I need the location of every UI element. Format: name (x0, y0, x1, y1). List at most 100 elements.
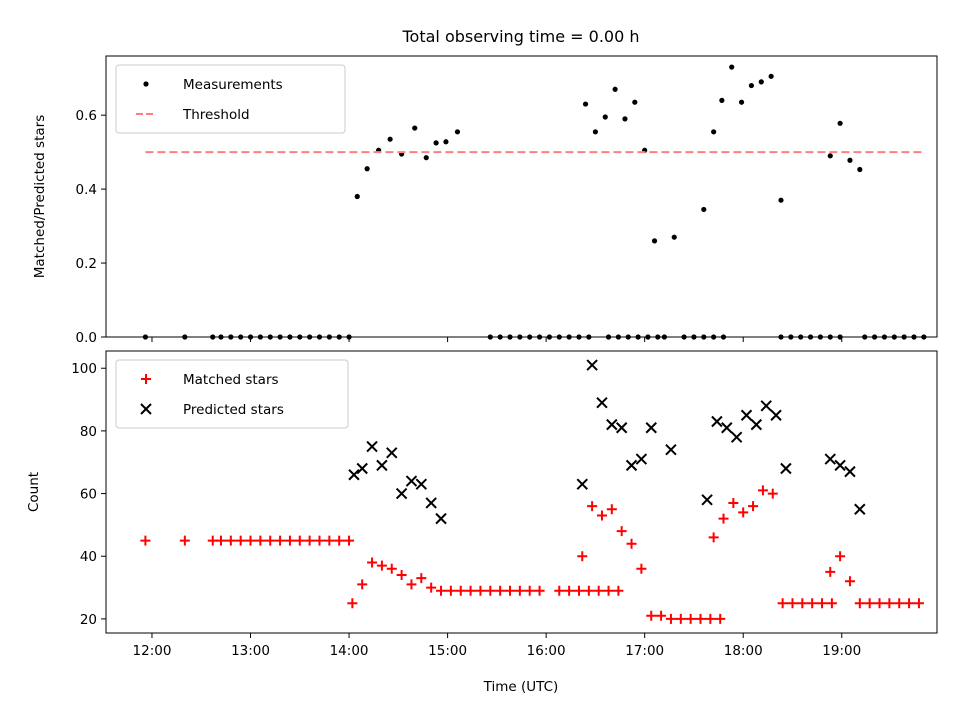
data-point (645, 334, 651, 340)
data-point (495, 585, 506, 596)
data-point (632, 99, 638, 105)
data-point (757, 485, 768, 496)
data-point (827, 334, 833, 340)
data-point (665, 443, 677, 456)
data-point (423, 155, 429, 161)
series-predicted-stars (348, 359, 866, 525)
data-point (871, 334, 878, 340)
data-point (645, 422, 657, 434)
data-point (797, 598, 808, 609)
legend-swatch (140, 403, 152, 415)
data-point (487, 334, 493, 340)
data-point (857, 166, 863, 173)
data-point (344, 535, 355, 546)
y-tick-label: 0.2 (76, 256, 97, 272)
data-point (307, 334, 313, 340)
data-point (587, 501, 598, 512)
data-point (415, 478, 428, 490)
data-point (507, 334, 513, 340)
y-axis-label: Matched/Predicted stars (32, 115, 48, 278)
data-point (661, 334, 667, 340)
data-point (681, 334, 687, 340)
x-axis-label: Time (UTC) (483, 679, 559, 695)
data-point (287, 334, 293, 340)
data-point (238, 334, 244, 340)
data-point (357, 579, 368, 590)
data-point (576, 334, 582, 340)
data-point (582, 101, 589, 107)
x-tick-label: 18:00 (724, 643, 763, 659)
data-point (210, 334, 216, 340)
data-point (913, 598, 924, 609)
data-point (386, 447, 398, 459)
data-point (455, 585, 466, 596)
data-point (921, 334, 927, 340)
data-point (284, 535, 295, 546)
data-point (245, 535, 256, 546)
data-point (445, 585, 456, 596)
data-point (366, 440, 378, 453)
data-point (817, 598, 828, 609)
data-point (874, 598, 885, 609)
data-point (901, 334, 907, 340)
data-point (748, 501, 759, 512)
data-point (685, 613, 696, 624)
data-point (884, 598, 895, 609)
data-point (602, 114, 608, 120)
data-point (527, 334, 533, 340)
data-point (740, 409, 753, 421)
legend-label: Predicted stars (183, 402, 284, 418)
data-point (347, 598, 358, 609)
data-point (576, 478, 588, 490)
data-point (825, 566, 836, 577)
data-point (720, 334, 727, 340)
data-point (847, 157, 853, 163)
data-point (824, 453, 836, 465)
data-point (586, 359, 598, 371)
data-point (396, 570, 407, 581)
data-point (475, 585, 486, 596)
data-point (715, 613, 726, 624)
ratio-panel: 0.0 0.2 0.4 0.6 Matched/Predicted stars Measu… (32, 55, 938, 346)
data-point (748, 82, 755, 89)
data-point (406, 579, 417, 590)
series-matched-stars (140, 485, 924, 624)
data-point (140, 535, 151, 546)
data-point (356, 462, 368, 475)
x-tick-label: 19:00 (822, 643, 861, 659)
data-point (454, 129, 461, 135)
data-point (777, 598, 788, 609)
data-point (433, 140, 439, 146)
data-point (911, 334, 917, 340)
data-point (517, 334, 523, 340)
data-point (386, 563, 397, 574)
x-tick-label: 17:00 (625, 643, 664, 659)
data-point (324, 535, 335, 546)
data-point (864, 598, 875, 609)
data-point (635, 453, 648, 465)
data-point (277, 334, 283, 340)
data-point (701, 206, 707, 213)
data-point (615, 422, 628, 434)
data-point (798, 334, 804, 340)
data-point (354, 193, 360, 200)
data-point (665, 613, 676, 624)
data-point (593, 585, 604, 596)
data-point (554, 585, 565, 596)
data-point (758, 79, 764, 85)
data-point (586, 334, 592, 340)
data-point (780, 462, 792, 475)
data-point (316, 334, 323, 340)
data-point (646, 610, 657, 621)
data-point (891, 334, 897, 340)
data-point (606, 504, 617, 515)
data-point (228, 334, 234, 340)
count-panel: 12:00 13:00 14:00 15:00 16:00 17:00 18:00 19:00… (26, 350, 938, 659)
data-point (719, 97, 725, 103)
data-point (835, 551, 846, 562)
data-point (573, 585, 584, 596)
data-point (524, 585, 535, 596)
data-point (485, 585, 496, 596)
data-point (514, 585, 525, 596)
data-point (606, 418, 618, 431)
